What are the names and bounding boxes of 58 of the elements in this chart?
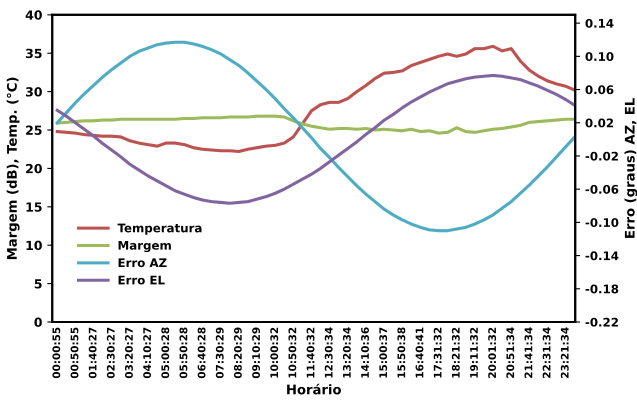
x-tick-label: 15:00:37 — [379, 328, 388, 378]
x-tick-label: 11:40:32 — [306, 328, 314, 378]
y2-tick-label: -0.14 — [586, 251, 618, 260]
y2-tick-label: 0.14 — [586, 18, 614, 28]
x-tick-label: 05:50:28 — [179, 328, 188, 378]
x-tick-label: 02:30:27 — [106, 328, 115, 378]
y2-tick-label: 0.10 — [586, 52, 614, 61]
x-tick-label: 21:41:34 — [524, 327, 532, 378]
y-tick-label: 35 — [26, 48, 42, 58]
y2-tick-label: 0.06 — [586, 85, 614, 94]
legend-label: Temperatura — [118, 224, 202, 235]
legend-label: Erro AZ — [118, 258, 167, 268]
x-tick-label: 00:00:55 — [52, 328, 60, 378]
y-axis-title: Margem (dB), Temp. (°C) — [6, 78, 20, 260]
legend-label: Erro EL — [118, 276, 165, 285]
x-tick-label: 13:20:34 — [342, 327, 351, 378]
x-tick-label: 08:20:29 — [234, 328, 242, 378]
y2-tick-label: -0.22 — [586, 318, 618, 327]
y2-tick-label: -0.18 — [586, 284, 618, 294]
x-tick-label: 19:11:32 — [470, 328, 478, 378]
line-series — [56, 114, 576, 135]
legend-label: Margem — [118, 240, 171, 252]
x-tick-label: 15:50:38 — [397, 328, 406, 378]
x-tick-label: 16:40:41 — [416, 328, 424, 378]
x-tick-label: 09:10:29 — [252, 328, 260, 378]
x-tick-label: 10:50:32 — [288, 328, 296, 378]
x-tick-label: 07:30:29 — [216, 328, 224, 378]
y-tick-label: 20 — [26, 164, 42, 174]
x-tick-label: 10:00:32 — [270, 328, 278, 378]
x-tick-label: 20:01:32 — [488, 328, 496, 378]
x-tick-label: 06:40:28 — [198, 328, 206, 378]
x-tick-label: 12:30:34 — [324, 327, 333, 378]
x-tick-label: 04:10:27 — [143, 328, 152, 378]
x-tick-label: 20:51:34 — [506, 327, 514, 378]
y-tick-label: 40 — [26, 10, 42, 20]
line-series — [56, 44, 576, 154]
x-tick-label: 05:00:28 — [161, 328, 170, 378]
y2-tick-label: -0.06 — [586, 184, 618, 194]
x-tick-label: 01:40:27 — [88, 328, 97, 378]
y-tick-label: 5 — [34, 279, 42, 289]
x-tick-label: 22:31:34 — [542, 327, 551, 378]
y2-tick-label: -0.02 — [586, 152, 618, 161]
x-tick-label: 18:21:32 — [452, 328, 460, 378]
y-tick-label: 0 — [34, 317, 42, 327]
x-tick-label: 17:31:32 — [434, 328, 442, 378]
y2-tick-label: -0.10 — [586, 218, 618, 228]
x-tick-label: 03:20:27 — [125, 328, 133, 378]
line-series — [56, 74, 576, 205]
y2-axis-title: Erro (graus) AZ, EL — [624, 98, 637, 238]
y-tick-label: 15 — [26, 202, 42, 212]
y-tick-label: 25 — [26, 125, 42, 135]
x-tick-label: 14:10:36 — [361, 327, 369, 378]
x-tick-label: 23:21:34 — [560, 327, 569, 378]
x-axis-title: Horário — [287, 384, 341, 394]
y2-tick-label: 0.02 — [586, 118, 614, 128]
y-tick-label: 30 — [26, 87, 42, 97]
y-tick-label: 10 — [26, 240, 42, 250]
x-tick-label: 00:50:55 — [70, 328, 78, 378]
